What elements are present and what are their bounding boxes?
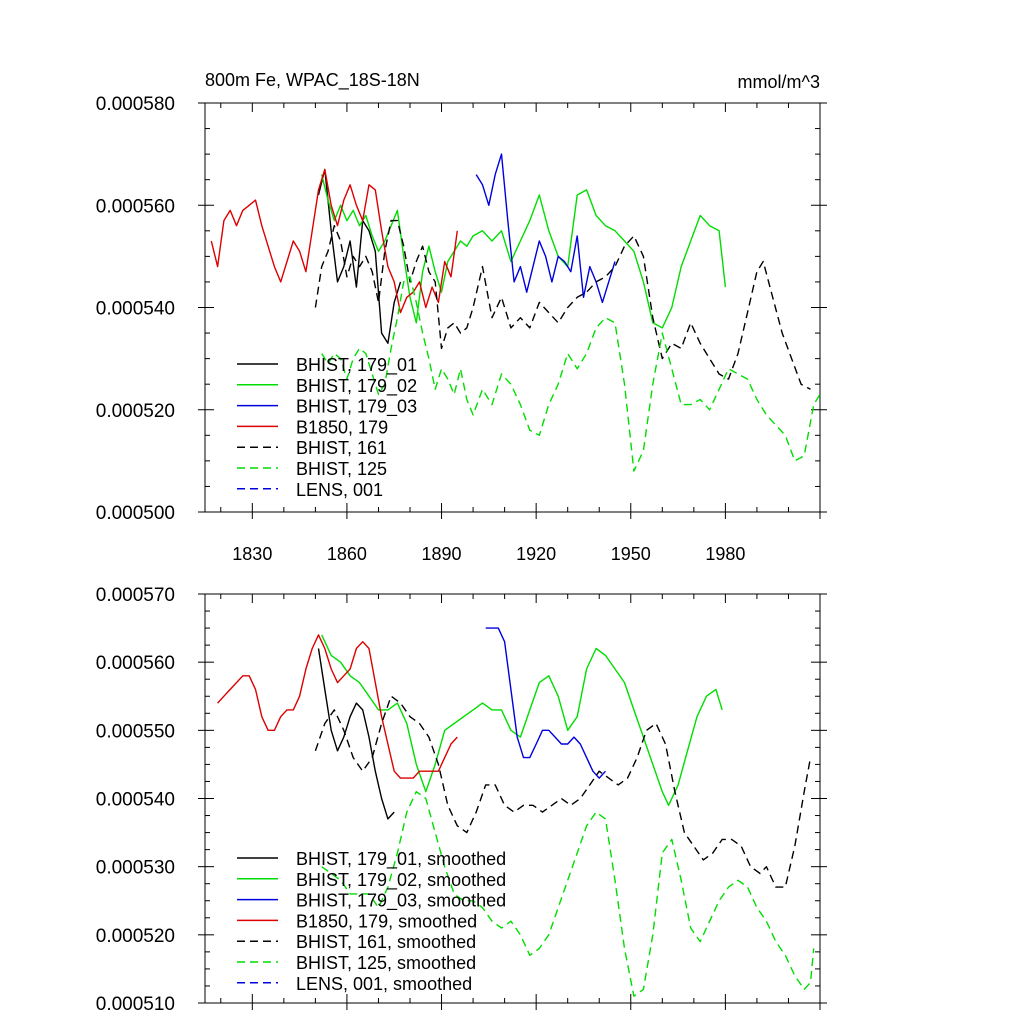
bottom-legend-label: LENS, 001, smoothed	[296, 974, 472, 994]
top-x-tick-label: 1980	[705, 544, 745, 564]
top-legend-label: BHIST, 161	[296, 438, 387, 458]
bottom-legend-label: BHIST, 179_02, smoothed	[296, 870, 506, 891]
top-y-tick-label: 0.000520	[96, 401, 175, 422]
top-legend-label: BHIST, 125	[296, 459, 387, 479]
top-series-line-6	[321, 276, 821, 472]
bottom-series-line-6	[321, 791, 815, 997]
top-y-tick-label: 0.000580	[96, 94, 175, 115]
top-y-tick-label: 0.000540	[96, 299, 175, 320]
top-legend-label: BHIST, 179_02	[296, 376, 417, 397]
top-y-tick-label: 0.000500	[96, 503, 175, 524]
top-series-line-4	[210, 168, 458, 314]
bottom-legend-label: BHIST, 179_03, smoothed	[296, 891, 506, 912]
bottom-legend-label: B1850, 179, smoothed	[296, 911, 477, 931]
bottom-legend-label: BHIST, 125, smoothed	[296, 953, 476, 973]
bottom-y-tick-label: 0.000540	[96, 790, 175, 811]
bottom-y-tick-label: 0.000560	[96, 653, 175, 674]
top-series-line-2	[321, 174, 727, 329]
bottom-series-line-4	[217, 634, 458, 779]
bottom-y-tick-label: 0.000520	[96, 926, 175, 947]
bottom-y-tick-label: 0.000510	[96, 994, 175, 1015]
bottom-y-tick-label: 0.000550	[96, 721, 175, 742]
top-series-line-1	[317, 168, 402, 344]
bottom-series-line-3	[485, 627, 607, 779]
top-legend-label: BHIST, 179_01	[296, 355, 417, 376]
bottom-series-line-1	[317, 648, 395, 820]
top-x-tick-label: 1830	[232, 544, 272, 564]
top-x-tick-label: 1950	[611, 544, 651, 564]
top-series-line-5	[314, 219, 811, 390]
bottom-y-tick-label: 0.000530	[96, 858, 175, 879]
top-series-line-3	[475, 153, 616, 304]
top-y-tick-label: 0.000560	[96, 196, 175, 217]
bottom-y-tick-label: 0.000570	[96, 585, 175, 606]
bottom-legend-label: BHIST, 161, smoothed	[296, 932, 476, 952]
top-x-tick-label: 1890	[422, 544, 462, 564]
bottom-series-line-5	[314, 695, 812, 888]
bottom-chart-panel: 0.000510 0.000520 0.000530 0.000540 0.000550…	[96, 585, 827, 1015]
top-chart-units: mmol/m^3	[738, 72, 820, 92]
top-legend-label: LENS, 001	[296, 480, 383, 500]
top-legend-label: B1850, 179	[296, 417, 388, 437]
top-x-tick-label: 1920	[516, 544, 556, 564]
bottom-series-line-2	[321, 634, 723, 806]
top-chart-panel: 800m Fe, WPAC_18S-18N mmol/m^3 1830 1860 1…	[96, 70, 827, 564]
top-chart-title: 800m Fe, WPAC_18S-18N	[205, 70, 420, 91]
bottom-legend-label: BHIST, 179_01, smoothed	[296, 849, 506, 870]
top-legend-label: BHIST, 179_03	[296, 397, 417, 418]
top-x-tick-label: 1860	[327, 544, 367, 564]
